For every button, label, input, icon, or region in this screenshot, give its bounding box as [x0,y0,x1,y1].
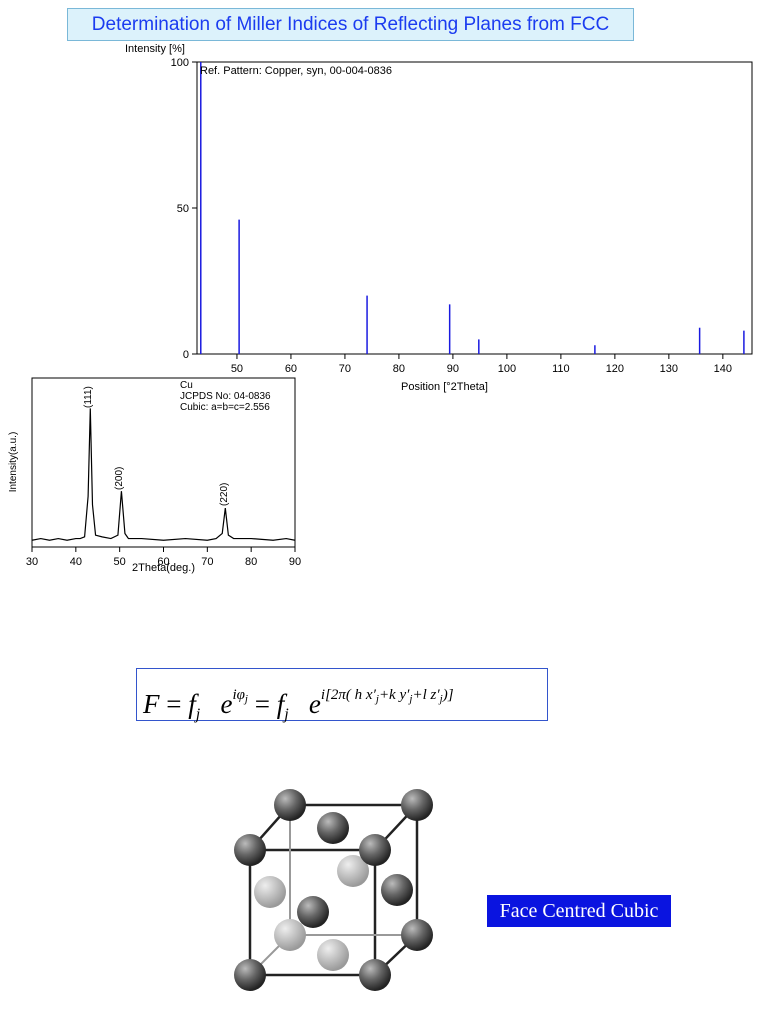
x-tick-label: 80 [245,556,257,568]
peak-label: (220) [219,483,230,506]
xrd-line [31,408,296,541]
charts: 50 60 70 80 90 100 110 120 130 140 0 50 100 Ref. Patt… [8,43,753,574]
y-tick-label: 50 [177,203,189,215]
x-tick-label: 130 [660,363,678,375]
eq-part: = [254,689,270,719]
x-tick-label: 40 [70,556,82,568]
x-tick-label: 90 [447,363,459,375]
plot-frame [31,377,296,548]
y-axis-label: Intensity(a.u.) [8,432,19,493]
x-tick-label: 50 [114,556,126,568]
eq-part: j [244,693,248,705]
peak-label: (111) [83,386,94,408]
x-axis-label: Position [°2Theta] [401,381,488,393]
annotation: JCPDS No: 04-0836 [180,391,271,402]
y-tick-label: 0 [183,349,189,361]
eq-part: f [276,689,285,719]
eq-part: iφ [232,687,245,703]
x-tick-label: 70 [201,556,213,568]
equation: F = fj eiφj = fj ei[2π( h x′j+k y′j+l z′… [136,668,548,723]
fcc-diagram [234,789,433,991]
plot-frame [196,61,753,355]
x-axis-label: 2Theta(deg.) [132,562,195,574]
eq-part: )] [442,687,454,703]
slide-title: Determination of Miller Indices of Refle… [67,8,634,41]
atoms [234,789,433,991]
eq-part: j [284,706,289,723]
y-tick-label: 100 [171,57,189,69]
x-tick-label: 140 [714,363,732,375]
x-tick-label: 110 [552,363,570,375]
x-tick-label: 100 [498,363,516,375]
eq-part: = [166,689,182,719]
eq-part: +l z′ [412,687,440,703]
annotation: Cu [180,380,193,391]
x-tick-label: 30 [26,556,38,568]
eq-part: +k y′ [378,687,410,703]
y-axis-label: Intensity [%] [125,43,185,55]
eq-part: j [409,693,413,705]
peak-label: (200) [114,467,125,490]
eq-part: j [195,706,201,723]
eq-part: e [220,689,233,719]
x-tick-label: 60 [157,556,169,568]
eq-part: F [143,689,160,719]
x-tick-label: 80 [393,363,405,375]
x-tick-label: 90 [289,556,301,568]
x-tick-label: 70 [339,363,351,375]
x-tick-label: 60 [285,363,297,375]
x-tick-label: 50 [231,363,243,375]
eq-part: j [439,693,443,705]
eq-part: j [375,693,379,705]
annotation: Ref. Pattern: Copper, syn, 00-004-0836 [200,65,392,77]
annotation: Cubic: a=b=c=2.556 [180,402,270,413]
eq-part: f [188,689,196,719]
eq-part: e [308,689,321,719]
eq-part: i[2π( h x′ [320,687,376,703]
diagram-label: Face Centred Cubic [487,895,671,927]
x-tick-label: 120 [606,363,624,375]
